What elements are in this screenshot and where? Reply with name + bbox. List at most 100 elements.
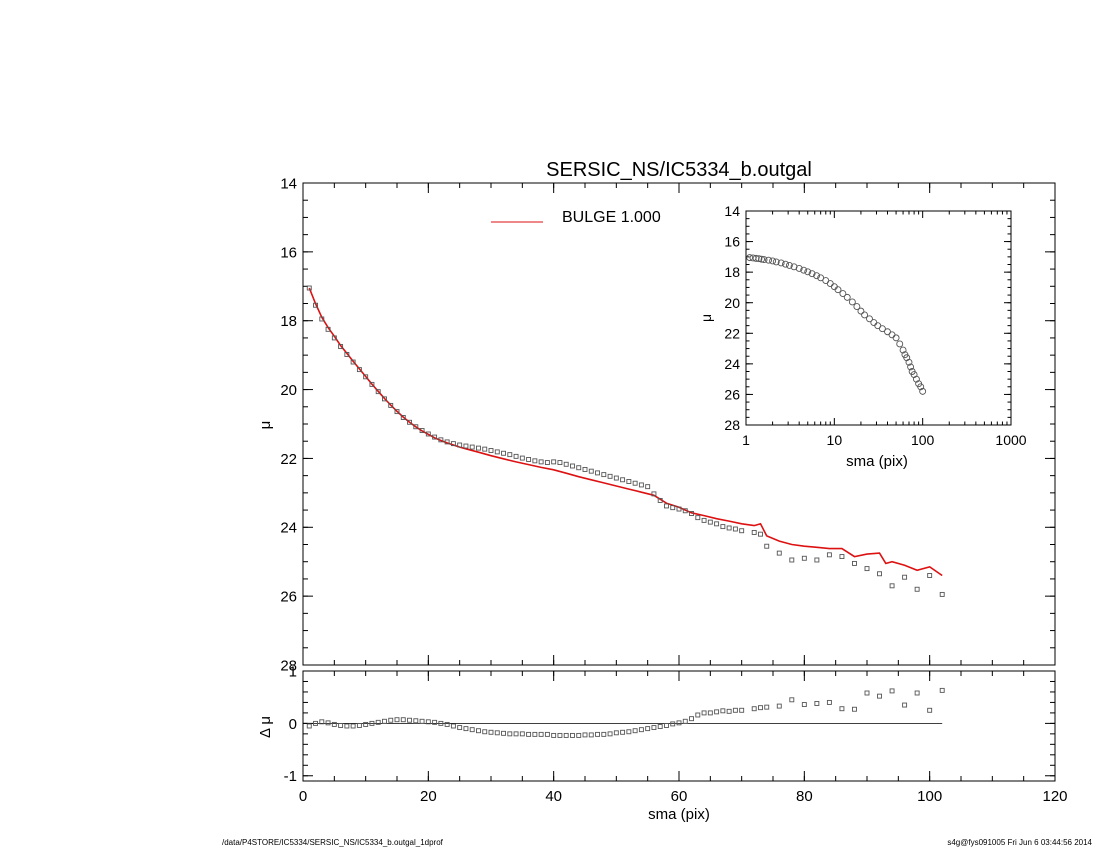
data-point — [363, 721, 369, 727]
data-point — [801, 702, 807, 707]
data-point — [927, 707, 933, 713]
data-point — [350, 723, 356, 729]
data-point — [382, 396, 387, 402]
data-point — [570, 463, 575, 469]
chart-title: SERSIC_NS/IC5334_b.outgal — [546, 159, 812, 181]
data-point — [864, 566, 870, 572]
data-point — [751, 530, 757, 535]
data-point — [826, 280, 834, 288]
y-tick-label: 22 — [724, 325, 740, 341]
y-tick-label: 18 — [280, 313, 297, 330]
legend-entry-bulge: BULGE 1.000 — [562, 209, 661, 226]
data-point — [782, 260, 789, 268]
data-point — [843, 293, 851, 301]
data-point — [776, 703, 782, 709]
data-point — [651, 491, 657, 497]
y-tick-label: 28 — [724, 417, 740, 433]
data-point — [419, 718, 425, 724]
data-point — [814, 557, 820, 563]
y-tick-label: 1 — [289, 663, 297, 680]
x-tick-label: 100 — [917, 788, 942, 805]
residual-y-axis-label: Δ μ — [257, 716, 274, 738]
data-point — [526, 731, 532, 737]
data-point — [814, 701, 820, 706]
data-point — [344, 723, 350, 729]
data-point — [670, 721, 676, 727]
y-tick-label: 14 — [280, 175, 297, 192]
data-point — [450, 723, 456, 729]
data-point — [419, 428, 425, 433]
data-point — [760, 256, 768, 264]
data-point — [413, 424, 419, 430]
data-point — [892, 334, 900, 342]
data-point — [469, 444, 475, 450]
data-point — [746, 254, 754, 262]
data-point — [626, 729, 632, 735]
residual-plot-area: 0 20 40 60 80 100 120-101 — [284, 663, 1068, 805]
data-point — [457, 442, 463, 448]
y-tick-label: 20 — [724, 295, 740, 311]
data-point — [670, 505, 676, 511]
data-point — [889, 583, 895, 589]
data-point — [785, 261, 793, 269]
data-point — [861, 311, 869, 319]
data-point — [601, 472, 607, 478]
data-point — [877, 571, 882, 577]
data-point — [557, 732, 563, 738]
data-point — [789, 557, 795, 563]
data-point — [720, 708, 726, 714]
inset-y-axis-label: μ — [698, 314, 714, 322]
y-tick-label: 28 — [280, 657, 297, 674]
data-point — [701, 710, 707, 716]
data-point — [407, 717, 412, 723]
data-point — [857, 307, 865, 315]
data-point — [726, 525, 732, 531]
data-point — [501, 730, 506, 736]
data-point — [834, 286, 842, 294]
data-point — [388, 717, 394, 723]
data-point — [457, 725, 463, 731]
data-point — [755, 255, 763, 263]
data-point — [888, 331, 896, 339]
data-point — [726, 708, 732, 714]
x-tick-label: 100 — [911, 432, 935, 448]
data-point — [800, 266, 808, 274]
data-point — [707, 710, 713, 716]
data-point — [896, 340, 904, 348]
data-point — [720, 524, 726, 530]
data-point — [927, 573, 933, 578]
x-tick-label: 1000 — [995, 432, 1026, 448]
y-tick-label: 18 — [724, 264, 740, 280]
data-point — [839, 706, 845, 712]
main-panel: SERSIC_NS/IC5334_b.outgal 14 16 18 20 22 24 26… — [257, 159, 1056, 674]
data-point — [902, 702, 908, 708]
data-point — [676, 506, 682, 512]
data-point — [382, 718, 387, 724]
data-point — [764, 704, 770, 710]
data-point — [620, 477, 626, 483]
inset-panel: 1 10 100 1000 14 16 18 20 22 24 26 28 μ sma (pix) — [698, 203, 1027, 470]
data-point — [513, 453, 519, 459]
data-point — [319, 719, 325, 725]
data-point — [905, 358, 913, 366]
data-point — [450, 441, 456, 447]
data-point — [551, 732, 557, 738]
data-point — [507, 452, 513, 458]
data-point — [769, 257, 777, 265]
data-point — [344, 352, 350, 357]
data-point — [513, 731, 519, 737]
data-point — [714, 521, 720, 527]
data-point — [878, 325, 886, 333]
data-point — [645, 726, 651, 732]
data-point — [907, 363, 915, 371]
data-point — [519, 455, 525, 461]
data-point — [576, 465, 582, 471]
data-point — [739, 528, 745, 534]
data-point — [338, 723, 344, 728]
data-point — [645, 484, 651, 490]
y-tick-label: 22 — [280, 451, 297, 468]
data-point — [764, 543, 770, 549]
data-point — [917, 383, 925, 391]
data-point — [866, 315, 873, 323]
